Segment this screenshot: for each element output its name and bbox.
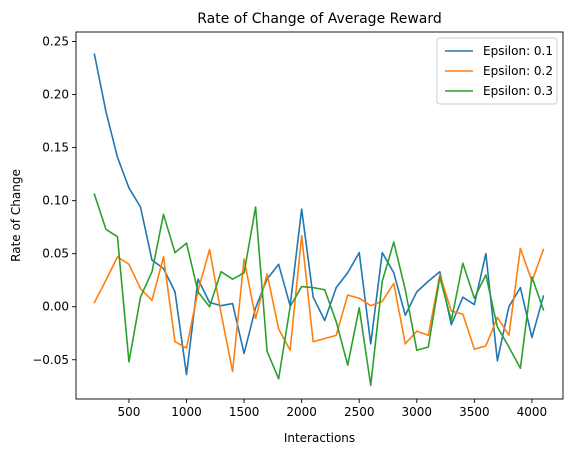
y-tick-label: 0.15 bbox=[42, 141, 69, 155]
series-line-1 bbox=[93, 53, 545, 376]
plot-area: 500 1000 1500 2000 2500 3000 3500 4000 −0.05 0.00… bbox=[32, 31, 564, 419]
legend-label-3: Epsilon: 0.3 bbox=[483, 84, 553, 98]
x-tick-label: 1500 bbox=[229, 405, 260, 419]
x-tick-label: 2000 bbox=[286, 405, 317, 419]
x-tick-label: 3000 bbox=[402, 405, 433, 419]
y-tick-label: 0.10 bbox=[42, 194, 69, 208]
chart-title: Rate of Change of Average Reward bbox=[197, 11, 442, 27]
legend-box bbox=[436, 37, 558, 105]
y-tick-label: 0.00 bbox=[42, 300, 69, 314]
legend: Epsilon: 0.1 Epsilon: 0.2 Epsilon: 0.3 bbox=[436, 37, 558, 105]
x-tick-label: 1000 bbox=[171, 405, 202, 419]
legend-label-2: Epsilon: 0.2 bbox=[483, 64, 553, 78]
y-tick-label: 0.20 bbox=[42, 88, 69, 102]
x-tick-label: 2500 bbox=[344, 405, 375, 419]
x-tick-label: 3500 bbox=[459, 405, 490, 419]
x-tick-label: 500 bbox=[118, 405, 141, 419]
y-tick-label: 0.05 bbox=[42, 247, 69, 261]
y-tick-label: 0.25 bbox=[42, 35, 69, 49]
y-tick-label: −0.05 bbox=[32, 353, 69, 367]
x-axis-label: Interactions bbox=[284, 431, 355, 445]
axes-frame bbox=[75, 31, 564, 400]
legend-label-1: Epsilon: 0.1 bbox=[483, 44, 553, 58]
series-line-2 bbox=[93, 234, 545, 373]
series-line-3 bbox=[93, 193, 545, 387]
x-tick-label: 4000 bbox=[517, 405, 548, 419]
y-axis-label: Rate of Change bbox=[9, 169, 23, 262]
